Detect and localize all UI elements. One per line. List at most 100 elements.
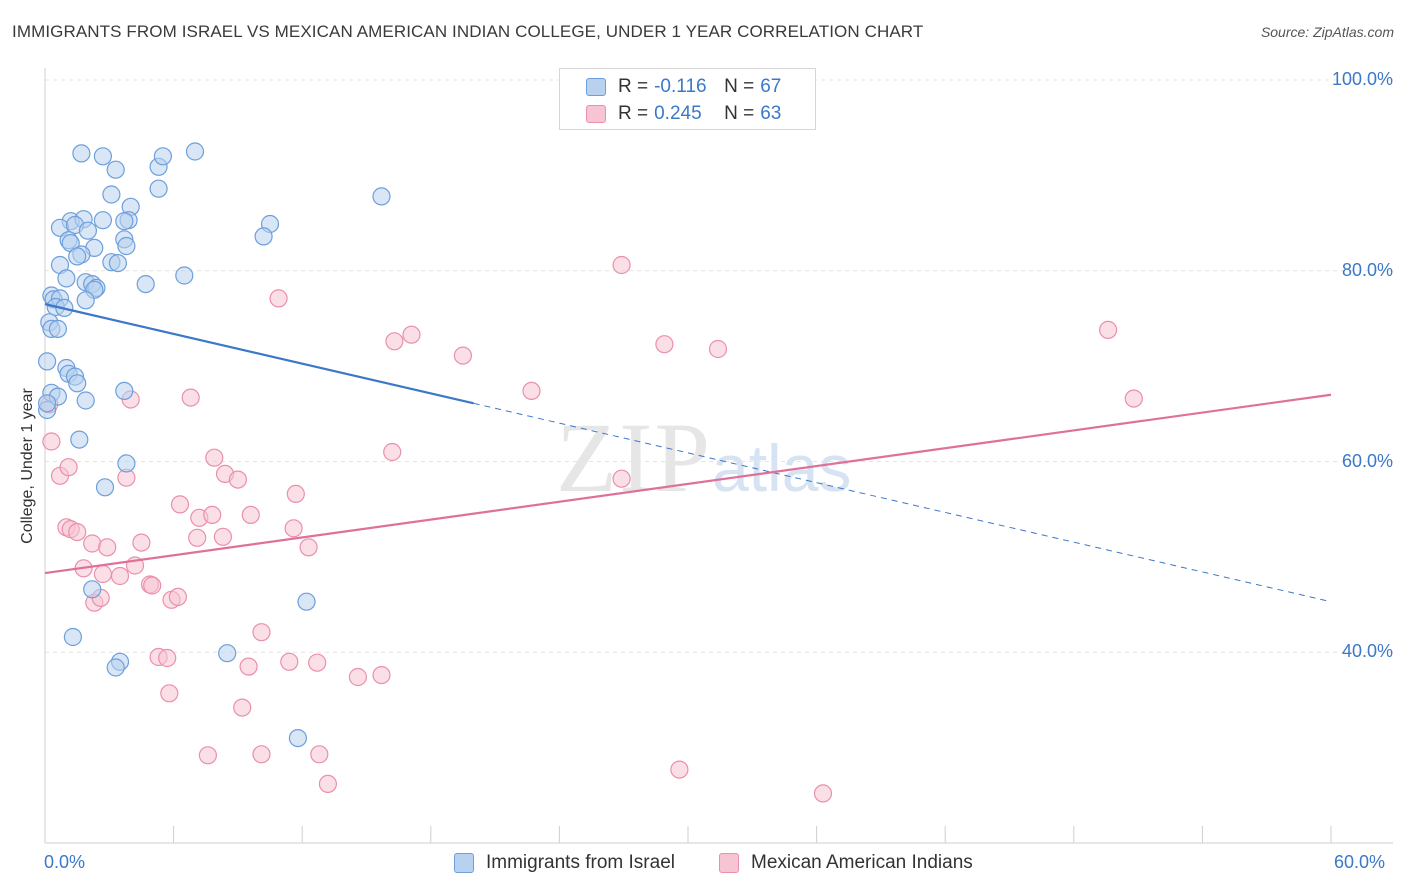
y-tick-label: 60.0% bbox=[1341, 450, 1393, 471]
trendline-israel-extension bbox=[473, 402, 1332, 603]
data-point-mexican bbox=[98, 538, 117, 557]
data-point-mexican bbox=[158, 648, 177, 668]
data-point-mexican bbox=[612, 255, 631, 275]
data-point-mexican bbox=[188, 528, 207, 547]
data-point-israel bbox=[57, 269, 76, 288]
data-point-mexican bbox=[168, 587, 187, 607]
legend-n-label: N = bbox=[724, 76, 755, 97]
x-tick-label-max: 60.0% bbox=[1334, 852, 1386, 872]
y-tick-label: 100.0% bbox=[1331, 69, 1393, 89]
data-point-israel bbox=[68, 374, 87, 393]
data-point-mexican bbox=[286, 484, 305, 503]
series-mexican-american-indians bbox=[40, 255, 1143, 803]
data-point-israel bbox=[76, 291, 95, 310]
data-point-mexican bbox=[402, 325, 421, 344]
data-point-mexican bbox=[233, 698, 252, 717]
data-point-israel bbox=[175, 266, 194, 285]
data-point-israel bbox=[63, 627, 83, 647]
y-tick-label: 80.0% bbox=[1341, 259, 1393, 280]
watermark: ZIPatlas bbox=[556, 400, 851, 515]
data-point-mexican bbox=[310, 745, 329, 764]
data-point-israel bbox=[153, 147, 172, 166]
data-point-israel bbox=[117, 236, 136, 256]
data-point-mexican bbox=[280, 652, 299, 671]
series-immigrants-from-israel bbox=[37, 142, 391, 748]
data-point-mexican bbox=[132, 533, 151, 552]
legend-n-value: 67 bbox=[760, 76, 782, 97]
data-point-mexican bbox=[252, 623, 271, 642]
data-point-mexican bbox=[59, 458, 78, 477]
gridlines bbox=[45, 79, 1393, 653]
data-point-mexican bbox=[203, 505, 222, 525]
legend-r-label: R = bbox=[618, 103, 649, 124]
data-point-mexican bbox=[68, 522, 87, 542]
source-credit[interactable]: Source: ZipAtlas.com bbox=[1260, 24, 1394, 40]
data-point-israel bbox=[149, 179, 168, 198]
data-point-israel bbox=[254, 227, 273, 246]
legend-row-israel: R = -0.116 N = 67 bbox=[586, 75, 781, 99]
legend-item-label: Immigrants from Israel bbox=[486, 852, 675, 873]
data-point-mexican bbox=[181, 388, 200, 407]
trendline-mexican bbox=[44, 393, 1332, 575]
data-point-israel bbox=[297, 592, 316, 611]
data-point-israel bbox=[136, 275, 155, 294]
chart-title: IMMIGRANTS FROM ISRAEL VS MEXICAN AMERIC… bbox=[12, 22, 924, 41]
data-point-mexican bbox=[241, 505, 260, 525]
data-point-mexican bbox=[93, 564, 113, 584]
data-point-israel bbox=[108, 254, 128, 273]
data-point-mexican bbox=[42, 432, 61, 451]
data-point-israel bbox=[117, 454, 136, 473]
legend-r-value: -0.116 bbox=[654, 76, 707, 97]
trendlines bbox=[44, 303, 1332, 575]
legend-swatch-blue bbox=[586, 78, 606, 96]
data-point-mexican bbox=[213, 527, 232, 546]
legend-swatch-pink bbox=[586, 105, 606, 123]
data-point-israel bbox=[68, 247, 87, 266]
data-point-mexican bbox=[383, 442, 402, 462]
legend-swatch-pink bbox=[719, 853, 739, 873]
data-point-mexican bbox=[299, 538, 318, 557]
data-point-israel bbox=[70, 430, 89, 449]
data-point-mexican bbox=[670, 760, 689, 779]
data-point-mexican bbox=[318, 774, 337, 794]
trendline-israel bbox=[44, 303, 474, 405]
data-point-israel bbox=[76, 391, 95, 410]
data-point-israel bbox=[37, 394, 57, 413]
data-point-mexican bbox=[1098, 320, 1118, 339]
data-point-mexican bbox=[708, 339, 728, 359]
legend-r-value: 0.245 bbox=[654, 103, 702, 124]
data-point-mexican bbox=[372, 665, 391, 685]
data-point-israel bbox=[185, 142, 205, 161]
data-point-israel bbox=[72, 144, 91, 163]
data-point-israel bbox=[115, 212, 134, 231]
data-point-israel bbox=[93, 147, 113, 166]
data-point-mexican bbox=[308, 653, 327, 672]
legend-n-value: 63 bbox=[760, 103, 782, 124]
watermark-zip: ZIP bbox=[556, 402, 712, 513]
y-tick-label: 40.0% bbox=[1341, 641, 1393, 662]
axes bbox=[44, 68, 1393, 844]
data-point-mexican bbox=[170, 495, 190, 514]
data-point-mexican bbox=[228, 470, 247, 489]
data-point-israel bbox=[115, 381, 134, 400]
correlation-legend: R = -0.116 N = 67 R = 0.245 N = 63 bbox=[559, 68, 816, 130]
data-point-mexican bbox=[252, 745, 271, 764]
legend-item-mexican[interactable]: Mexican American Indians bbox=[719, 852, 973, 874]
data-point-mexican bbox=[522, 381, 541, 400]
data-point-mexican bbox=[205, 448, 224, 467]
data-point-israel bbox=[288, 728, 307, 748]
data-point-mexican bbox=[143, 576, 162, 595]
data-point-israel bbox=[372, 187, 391, 206]
data-point-israel bbox=[48, 319, 68, 338]
data-point-israel bbox=[37, 352, 57, 371]
trendline-israel-dashed bbox=[473, 402, 1332, 603]
data-point-mexican bbox=[239, 657, 258, 676]
data-point-israel bbox=[218, 644, 237, 663]
data-point-mexican bbox=[813, 784, 833, 803]
data-point-mexican bbox=[612, 469, 631, 488]
series-legend: Immigrants from Israel Mexican American … bbox=[0, 852, 1406, 878]
data-point-mexican bbox=[655, 335, 674, 354]
legend-item-israel[interactable]: Immigrants from Israel bbox=[454, 852, 675, 874]
data-point-mexican bbox=[160, 684, 179, 703]
legend-item-label: Mexican American Indians bbox=[751, 852, 973, 873]
